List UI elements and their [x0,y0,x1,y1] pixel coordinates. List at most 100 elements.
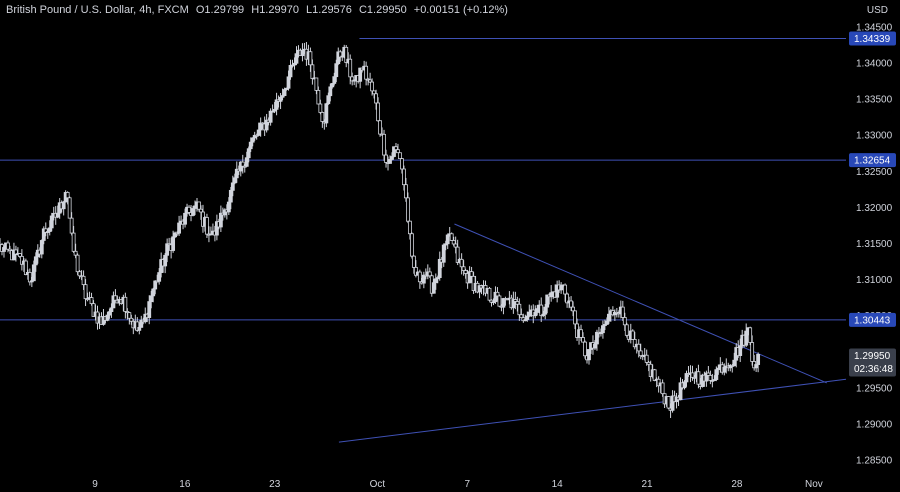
candle-body [17,253,22,257]
time-tick-label: 14 [552,479,564,490]
candle-body [390,156,394,160]
candle-body [199,208,203,213]
candle-body [314,77,319,91]
price-tick-label: 1.28500 [856,456,893,467]
candle-body [519,314,524,319]
candle-body [690,372,695,378]
candle-body [282,89,287,96]
candle-body [427,271,432,277]
candle-body [744,330,749,346]
candle-body [328,86,333,97]
candle-body [455,246,460,263]
candle-body [431,282,436,294]
candle-body [595,331,599,345]
candle-body [738,345,743,356]
candle-body [250,137,255,143]
price-tick-label: 1.32000 [856,203,893,214]
currency-button[interactable]: USD [866,5,888,16]
candle-body [497,295,502,307]
candle-body [348,58,353,78]
candle-body [240,161,245,167]
time-tick-label: 23 [269,479,281,490]
candle-body [408,220,412,235]
candle-body [73,250,78,256]
candle-body [31,264,36,282]
candle-body [708,375,713,381]
candle-body [525,315,530,320]
candle-body [656,378,661,387]
candle-body [123,296,128,312]
candle-body [527,311,532,317]
candle-body [543,306,548,315]
candle-body [278,96,283,102]
candle-body [2,247,6,252]
candle-body [515,301,520,305]
candle-body [75,254,80,273]
candle-body [187,206,191,213]
candle-body [69,217,74,234]
candle-body [67,197,72,219]
candlestick-series [0,42,761,418]
candle-body [23,260,28,275]
time-tick-label: 7 [465,479,471,490]
candle-body [463,270,468,274]
candle-body [644,354,649,363]
candle-body [451,240,456,245]
candle-body [517,303,522,316]
candle-body [632,339,637,348]
candle-body [756,354,761,365]
candle-body [593,343,597,349]
candle-body [288,65,293,78]
candle-body [364,65,369,80]
candle-body [750,342,755,362]
candle-body [151,288,156,297]
time-tick-label: 9 [92,479,98,490]
candle-body [163,254,168,267]
candle-body [411,255,416,268]
candle-body [129,317,134,322]
trendline-1 [338,378,847,443]
candle-body [573,310,577,325]
candle-body [228,189,233,203]
candle-body [461,266,466,271]
time-tick-label: Nov [805,479,823,490]
candle-body [754,364,759,369]
candle-body [65,192,70,199]
candle-body [396,149,400,154]
candle-body [569,300,573,308]
candle-body [332,76,337,84]
candle-body [601,325,605,334]
candle-body [113,295,118,301]
time-axis[interactable]: 9 16 23 Oct 7 14 21 28 Nov [92,479,823,490]
candle-body [495,291,500,297]
price-tick-label: 1.34500 [856,22,893,33]
candle-body [666,396,671,409]
candle-body [587,349,591,361]
level-price-tag-label: 1.30443 [854,315,891,326]
candle-body [350,76,355,82]
bar-countdown-label: 02:36:48 [854,364,893,375]
candle-body [286,76,291,89]
candle-body [147,301,152,318]
candle-body [105,314,110,321]
ohlc-open: O1.29799 [195,4,245,16]
candle-body [624,324,629,336]
candle-body [137,326,142,331]
candle-body [384,154,388,163]
candle-body [392,146,396,157]
candle-body [404,184,408,199]
candle-body [406,197,410,222]
candle-body [413,266,418,276]
price-tick-label: 1.33500 [856,95,893,106]
candle-body [652,369,657,381]
candle-body [81,275,86,286]
price-tick-label: 1.29500 [856,383,893,394]
candle-body [682,381,687,389]
candle-body [320,112,325,122]
candle-body [77,271,82,277]
level-price-tag-label: 1.34339 [854,34,891,45]
candle-body [394,146,398,151]
candle-body [372,90,376,95]
